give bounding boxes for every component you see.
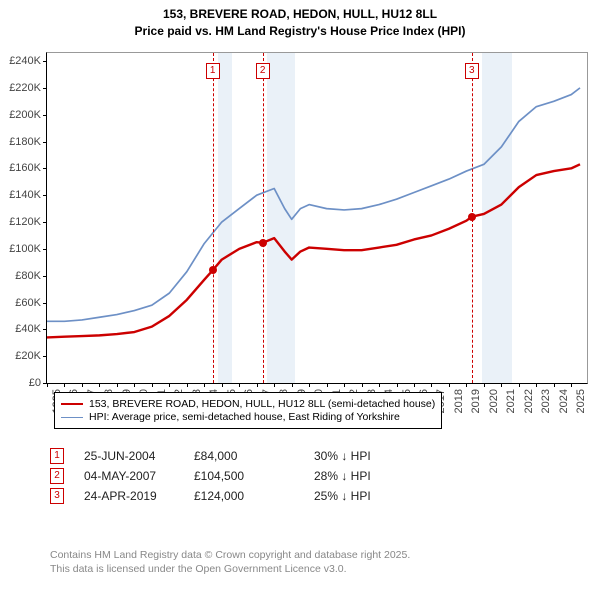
y-axis-label: £60K [15,297,41,309]
x-tick [47,383,48,387]
sale-marker: 3 [465,63,479,79]
x-tick [64,383,65,387]
x-tick [414,383,415,387]
sale-row-marker: 1 [50,448,64,464]
x-tick [431,383,432,387]
x-tick [292,383,293,387]
x-axis-label: 2024 [558,389,570,413]
sale-price: £104,500 [194,469,314,483]
x-tick [152,383,153,387]
x-axis-label: 2019 [470,389,482,413]
x-tick [554,383,555,387]
y-axis-label: £0 [29,377,41,389]
x-tick [362,383,363,387]
y-axis-label: £40K [15,323,41,335]
y-axis-label: £100K [9,243,41,255]
x-tick [82,383,83,387]
x-axis-label: 2021 [505,389,517,413]
legend-row: 153, BREVERE ROAD, HEDON, HULL, HU12 8LL… [61,398,435,410]
x-tick [327,383,328,387]
x-tick [117,383,118,387]
sales-table: 1 25-JUN-2004£84,00030% ↓ HPI 2 04-MAY-2007… [50,444,371,508]
legend-label: 153, BREVERE ROAD, HEDON, HULL, HU12 8LL… [89,398,435,410]
y-axis-label: £120K [9,216,41,228]
x-tick [466,383,467,387]
chart-plot-area: £0£20K£40K£60K£80K£100K£120K£140K£160K£1… [46,52,588,384]
y-axis-label: £220K [9,82,41,94]
x-tick [134,383,135,387]
x-tick [257,383,258,387]
footer: Contains HM Land Registry data © Crown c… [50,548,410,576]
sale-point [209,266,217,274]
sale-marker: 1 [206,63,220,79]
x-tick [449,383,450,387]
sale-price: £84,000 [194,449,314,463]
x-axis-label: 2022 [523,389,535,413]
legend-row: HPI: Average price, semi-detached house,… [61,411,435,423]
sale-row: 1 25-JUN-2004£84,00030% ↓ HPI [50,448,371,464]
x-tick [379,383,380,387]
x-tick [519,383,520,387]
x-tick [169,383,170,387]
sale-row: 3 24-APR-2019£124,00025% ↓ HPI [50,488,371,504]
x-tick [484,383,485,387]
legend-swatch [61,403,83,405]
sale-row-marker: 3 [50,488,64,504]
sale-line [263,53,264,383]
sale-date: 24-APR-2019 [84,489,194,503]
footer-line2: This data is licensed under the Open Gov… [50,562,410,576]
y-axis-label: £20K [15,350,41,362]
x-tick [571,383,572,387]
y-axis-label: £200K [9,109,41,121]
x-tick [239,383,240,387]
x-tick [222,383,223,387]
legend: 153, BREVERE ROAD, HEDON, HULL, HU12 8LL… [54,392,442,429]
sale-point [468,213,476,221]
title-line1: 153, BREVERE ROAD, HEDON, HULL, HU12 8LL [0,6,600,23]
sale-line [213,53,214,383]
x-axis-label: 2018 [453,389,465,413]
sale-delta: 30% ↓ HPI [314,449,371,463]
title-line2: Price paid vs. HM Land Registry's House … [0,23,600,40]
x-tick [536,383,537,387]
sale-delta: 25% ↓ HPI [314,489,371,503]
x-axis-label: 2020 [488,389,500,413]
y-axis-label: £240K [9,55,41,67]
sale-delta: 28% ↓ HPI [314,469,371,483]
x-tick [204,383,205,387]
x-tick [274,383,275,387]
y-axis-label: £80K [15,270,41,282]
y-axis-label: £140K [9,189,41,201]
x-tick [99,383,100,387]
legend-swatch [61,417,83,418]
x-tick [187,383,188,387]
x-tick [309,383,310,387]
sale-date: 25-JUN-2004 [84,449,194,463]
sale-date: 04-MAY-2007 [84,469,194,483]
sale-row-marker: 2 [50,468,64,484]
x-axis-label: 2023 [540,389,552,413]
y-axis-label: £160K [9,162,41,174]
x-tick [501,383,502,387]
y-axis-label: £180K [9,136,41,148]
chart-svg [47,53,587,383]
sale-marker: 2 [256,63,270,79]
footer-line1: Contains HM Land Registry data © Crown c… [50,548,410,562]
x-tick [344,383,345,387]
x-axis-label: 2025 [575,389,587,413]
sale-point [259,239,267,247]
sale-row: 2 04-MAY-2007£104,50028% ↓ HPI [50,468,371,484]
sale-price: £124,000 [194,489,314,503]
legend-label: HPI: Average price, semi-detached house,… [89,411,400,423]
x-tick [397,383,398,387]
